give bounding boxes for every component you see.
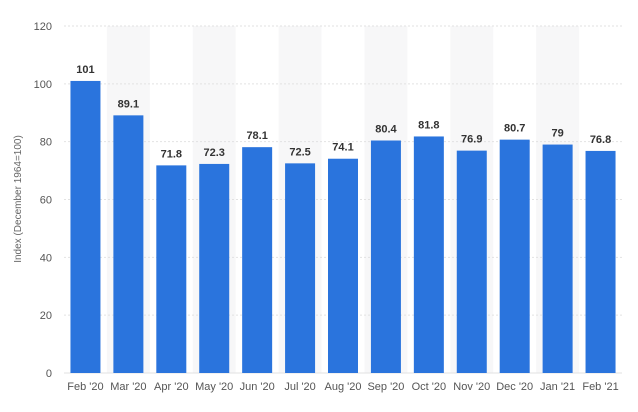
x-tick-label: Feb '21	[582, 381, 618, 393]
x-tick-label: Feb '20	[67, 381, 103, 393]
x-tick-label: Aug '20	[325, 381, 362, 393]
bar	[70, 80, 101, 374]
bar	[199, 163, 230, 373]
bar	[456, 150, 487, 373]
y-tick-label: 40	[40, 252, 52, 264]
bar	[542, 144, 573, 373]
y-axis-label: Index (December 1964=100)	[13, 135, 24, 263]
data-label: 89.1	[118, 98, 139, 110]
y-tick-label: 60	[40, 195, 52, 207]
x-tick-label: Oct '20	[412, 381, 447, 393]
x-tick-label: Dec '20	[496, 381, 533, 393]
bar	[370, 140, 401, 373]
bar	[113, 115, 144, 373]
data-label: 72.5	[289, 146, 310, 158]
data-label: 79	[551, 128, 563, 140]
x-tick-label: Sep '20	[367, 381, 404, 393]
y-tick-label: 20	[40, 310, 52, 322]
x-tick-label: Apr '20	[154, 381, 189, 393]
data-label: 76.9	[461, 134, 482, 146]
bar	[156, 165, 187, 373]
bar	[328, 158, 358, 373]
y-tick-label: 120	[34, 21, 52, 33]
y-tick-label: 80	[40, 137, 52, 149]
data-label: 71.8	[161, 148, 182, 160]
x-tick-label: Jan '21	[540, 381, 575, 393]
data-label: 72.3	[204, 147, 225, 159]
data-label: 80.7	[504, 123, 525, 135]
x-tick-label: May '20	[195, 381, 233, 393]
data-labels: 101 89.1 71.8 72.3 78.1 72.5 74.1 80.4 81.8 76.9 8…	[76, 64, 611, 160]
data-label: 101	[76, 64, 94, 76]
y-tick-label: 0	[46, 368, 52, 380]
bar	[413, 136, 444, 373]
x-tick-label: Jun '20	[240, 381, 275, 393]
y-tick-label: 100	[34, 79, 52, 91]
data-label: 76.8	[590, 134, 611, 146]
x-axis-ticks: Feb '20 Mar '20 Apr '20 May '20 Jun '20 Jul '…	[67, 381, 618, 393]
bars	[70, 80, 616, 374]
data-label: 74.1	[332, 142, 353, 154]
x-tick-label: Mar '20	[110, 381, 146, 393]
data-label: 78.1	[246, 130, 267, 142]
y-axis-ticks: 0 20 40 60 80 100 120	[34, 21, 52, 380]
bar	[499, 139, 530, 373]
data-label: 81.8	[418, 119, 439, 131]
bar	[242, 147, 273, 373]
bar	[585, 150, 616, 373]
bar	[285, 163, 316, 373]
x-tick-label: Jul '20	[284, 381, 315, 393]
x-tick-label: Nov '20	[453, 381, 490, 393]
data-label: 80.4	[375, 124, 397, 136]
